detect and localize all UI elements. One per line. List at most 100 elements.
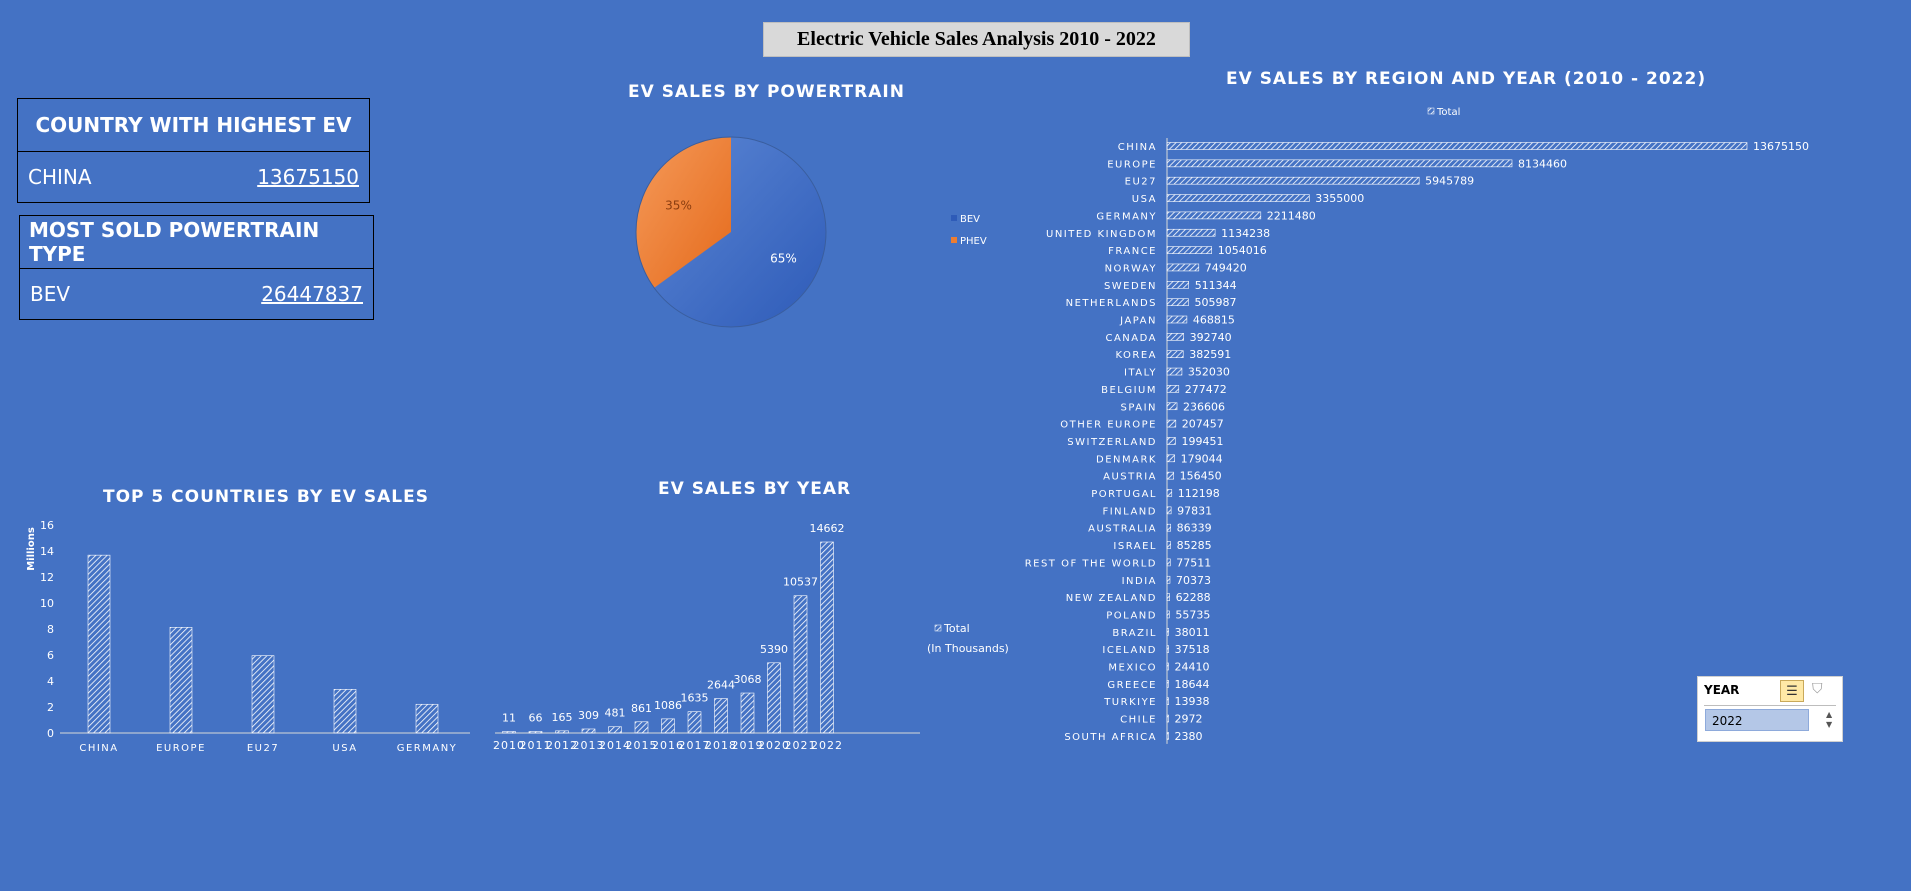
region-category-label: GERMANY (1096, 211, 1157, 222)
slicer-scroll-arrows-icon[interactable]: ▲ ▼ (1826, 710, 1833, 729)
region-bar (1166, 662, 1169, 671)
year-bar (528, 731, 543, 734)
region-category-label: DENMARK (1096, 454, 1157, 465)
region-data-label: 382591 (1189, 348, 1231, 361)
year-bar (820, 541, 834, 734)
region-data-label: 505987 (1194, 296, 1236, 309)
region-bar (1166, 558, 1171, 567)
region-bar (1166, 506, 1172, 515)
top5-ytick-label: 12 (40, 571, 54, 584)
kpi-powertrain-header: MOST SOLD POWERTRAIN TYPE (20, 216, 373, 269)
region-data-label: 2211480 (1267, 209, 1316, 222)
top5-ytick-label: 14 (40, 545, 54, 558)
year-category-label: 2020 (758, 739, 790, 752)
region-category-label: EUROPE (1107, 159, 1157, 170)
region-data-label: 5945789 (1425, 175, 1474, 188)
pie-legend-swatch (951, 237, 957, 243)
year-bar (687, 711, 702, 734)
year-legend-note: (In Thousands) (927, 642, 1009, 655)
region-data-label: 18644 (1175, 678, 1210, 691)
region-bar (1166, 385, 1180, 393)
region-category-label: AUSTRALIA (1088, 524, 1157, 535)
region-category-label: SPAIN (1120, 402, 1157, 413)
year-data-label: 3068 (734, 673, 762, 686)
region-data-label: 511344 (1195, 279, 1237, 292)
pie-legend-label: BEV (960, 214, 980, 225)
region-bar (1166, 402, 1178, 411)
kpi-country-name: CHINA (28, 165, 92, 189)
region-data-label: 13675150 (1753, 140, 1809, 153)
year-category-label: 2014 (599, 739, 631, 752)
year-data-label: 66 (529, 712, 543, 725)
region-category-label: SOUTH AFRICA (1064, 732, 1157, 743)
region-data-label: 2380 (1175, 730, 1203, 743)
region-bar (1166, 575, 1171, 584)
region-bar (1166, 627, 1169, 636)
multi-select-icon[interactable]: ☰ (1780, 680, 1804, 702)
region-bar (1166, 437, 1176, 445)
region-data-label: 77511 (1176, 556, 1211, 569)
clear-filter-icon[interactable]: ⛉ (1812, 681, 1823, 697)
year-bar (661, 718, 675, 734)
region-bar (1166, 367, 1183, 376)
region-bar (1166, 176, 1420, 185)
kpi-powertrain-name: BEV (30, 282, 71, 306)
year-legend-label: Total (943, 622, 970, 635)
region-bar (1166, 315, 1188, 324)
region-category-label: JAPAN (1119, 316, 1157, 327)
year-data-label: 1635 (681, 692, 709, 705)
region-data-label: 55735 (1175, 608, 1210, 621)
region-bar (1166, 489, 1173, 497)
slicer-item-selected[interactable]: 2022 (1705, 709, 1809, 731)
year-bar (555, 730, 569, 734)
region-data-label: 3355000 (1315, 192, 1364, 205)
region-category-label: PORTUGAL (1091, 489, 1157, 500)
top5-bar (87, 554, 111, 734)
pie-legend-swatch (951, 215, 957, 221)
region-category-label: ICELAND (1102, 645, 1157, 656)
region-data-label: 112198 (1178, 487, 1220, 500)
top5-ytick-label: 4 (47, 675, 54, 688)
year-category-label: 2017 (679, 739, 711, 752)
region-data-label: 199451 (1181, 435, 1223, 448)
year-data-label: 5390 (760, 643, 788, 656)
year-legend-swatch (934, 624, 942, 632)
year-data-label: 10537 (783, 576, 818, 589)
region-category-label: AUSTRIA (1103, 472, 1157, 483)
year-category-label: 2015 (626, 739, 658, 752)
top5-bar (169, 627, 193, 734)
region-category-label: BRAZIL (1112, 628, 1157, 639)
region-bar (1166, 298, 1189, 306)
region-data-label: 749420 (1205, 261, 1247, 274)
year-chart-title: EV SALES BY YEAR (658, 479, 852, 499)
top5-category-label: EUROPE (156, 743, 206, 754)
region-data-label: 62288 (1176, 591, 1211, 604)
top5-category-label: USA (332, 743, 357, 754)
region-bar (1166, 228, 1216, 237)
region-category-label: CANADA (1105, 333, 1157, 344)
region-data-label: 86339 (1177, 522, 1212, 535)
top5-bar (333, 689, 357, 734)
pie-slice-bev (654, 137, 826, 327)
year-slicer[interactable]: YEAR ☰ ⛉ 2022 ▲ ▼ (1697, 676, 1843, 742)
region-category-label: NORWAY (1105, 263, 1157, 274)
year-bar (581, 728, 596, 734)
region-category-label: SWEDEN (1104, 281, 1157, 292)
year-data-label: 14662 (810, 522, 845, 535)
region-bar (1166, 610, 1170, 619)
region-data-label: 97831 (1177, 504, 1212, 517)
region-bar (1166, 280, 1189, 289)
year-bar (608, 726, 622, 734)
region-category-label: OTHER EUROPE (1060, 420, 1157, 431)
region-legend-label: Total (1436, 107, 1460, 118)
region-category-label: INDIA (1122, 576, 1157, 587)
region-bar (1166, 350, 1184, 359)
year-data-label: 1086 (654, 699, 682, 712)
year-category-label: 2013 (573, 739, 605, 752)
region-data-label: 207457 (1182, 418, 1224, 431)
region-category-label: SWITZERLAND (1067, 437, 1157, 448)
top5-chart-title: TOP 5 COUNTRIES BY EV SALES (103, 487, 429, 507)
